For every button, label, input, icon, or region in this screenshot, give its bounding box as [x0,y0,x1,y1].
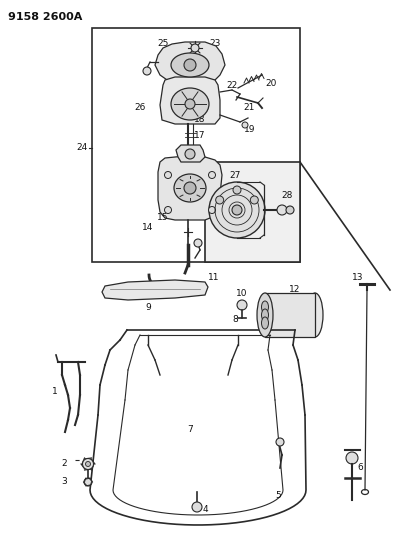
Bar [205,162,300,262]
Bar [92,28,300,262]
Bar [265,293,315,337]
Text: 9: 9 [145,303,151,311]
Text: 6: 6 [357,464,363,472]
Text: 14: 14 [142,223,154,232]
Text: 9158 2600A: 9158 2600A [8,12,82,22]
Circle shape [237,300,247,310]
Text: 1: 1 [52,387,58,397]
Circle shape [194,239,202,247]
Text: 27: 27 [229,172,241,181]
Circle shape [250,196,259,204]
Polygon shape [176,145,205,162]
Text: 8: 8 [232,316,238,325]
Ellipse shape [171,53,209,77]
Text: 25: 25 [157,38,169,47]
Circle shape [184,59,196,71]
Circle shape [346,452,358,464]
Text: 13: 13 [352,272,364,281]
Text: 18: 18 [194,116,206,125]
Circle shape [164,172,171,179]
Text: 26: 26 [134,103,145,112]
Circle shape [208,172,215,179]
Text: 7: 7 [187,425,193,434]
Ellipse shape [171,88,209,120]
Circle shape [216,196,224,204]
Text: 12: 12 [289,286,301,295]
Circle shape [84,478,92,486]
Polygon shape [160,77,220,124]
Text: 16: 16 [172,183,184,192]
Circle shape [276,438,284,446]
Ellipse shape [261,317,268,329]
Text: 11: 11 [208,273,220,282]
Circle shape [191,44,199,52]
Text: 23: 23 [209,38,221,47]
Circle shape [185,149,195,159]
Circle shape [233,186,241,194]
Polygon shape [102,280,208,300]
Ellipse shape [257,293,273,337]
Text: 17: 17 [194,131,206,140]
Circle shape [184,182,196,194]
Text: 4: 4 [202,505,208,514]
Circle shape [164,206,171,214]
Text: 20: 20 [266,78,277,87]
Text: 10: 10 [236,289,248,298]
Circle shape [209,182,265,238]
Polygon shape [155,42,225,85]
Text: 2: 2 [61,458,67,467]
Text: 3: 3 [61,478,67,487]
Polygon shape [158,156,222,220]
Text: 22: 22 [226,80,238,90]
Circle shape [83,458,93,470]
Text: 5: 5 [275,490,281,499]
Ellipse shape [307,293,323,337]
Ellipse shape [174,174,206,202]
Circle shape [85,462,90,466]
Text: 19: 19 [244,125,256,134]
Circle shape [277,205,287,215]
Circle shape [232,205,242,215]
Circle shape [286,206,294,214]
Ellipse shape [261,301,268,313]
Circle shape [143,67,151,75]
Text: 24: 24 [76,143,88,152]
Text: 28: 28 [281,191,293,200]
Circle shape [185,99,195,109]
Circle shape [208,206,215,214]
Text: 21: 21 [243,103,255,112]
Circle shape [192,502,202,512]
Text: 15: 15 [157,214,169,222]
Ellipse shape [261,309,268,321]
Circle shape [242,122,248,128]
